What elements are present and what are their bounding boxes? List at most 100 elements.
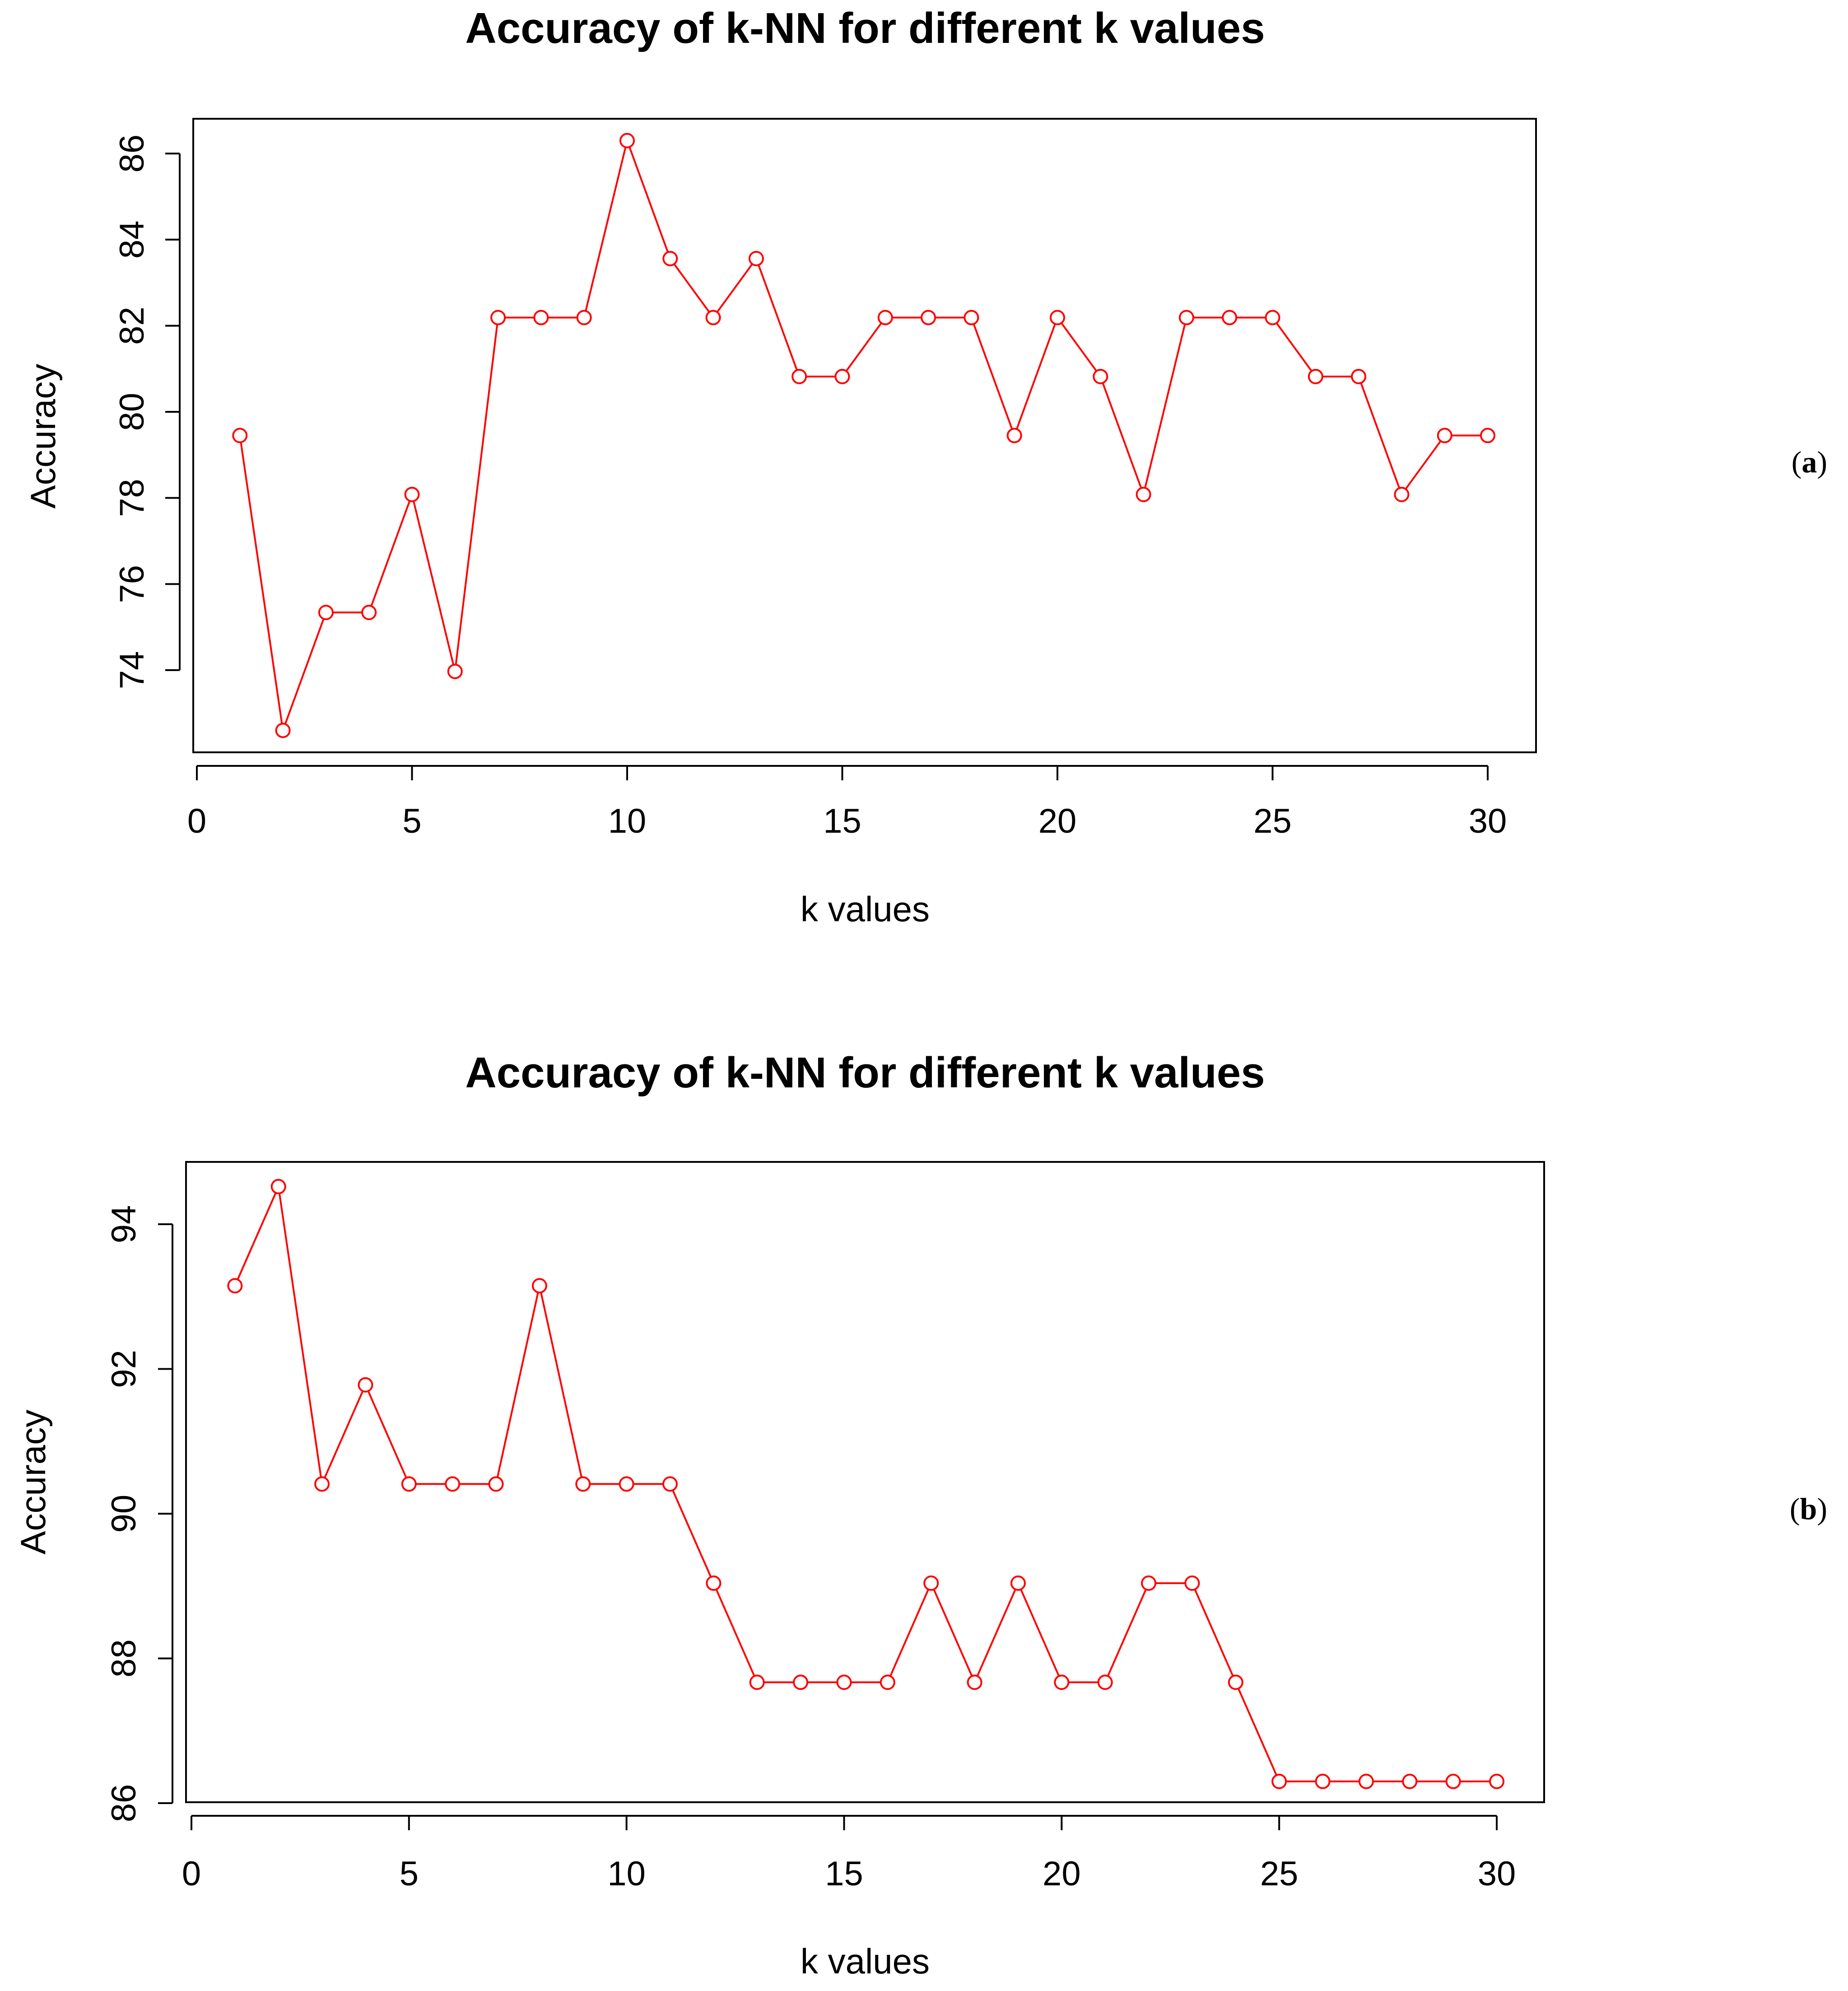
chart-a-y-axis: 74 76 78 80 82 84 86: [113, 135, 181, 690]
data-point: [880, 1674, 895, 1690]
data-point: [576, 310, 592, 326]
y-tick-label: 92: [105, 1350, 143, 1388]
data-point: [1136, 487, 1151, 503]
chart-a-x-label: k values: [801, 889, 930, 929]
data-point: [1358, 1773, 1374, 1789]
data-point: [964, 310, 979, 326]
y-tick-label: 88: [105, 1639, 143, 1678]
data-point: [1489, 1773, 1504, 1789]
series-line: [234, 1183, 1497, 1782]
data-point: [533, 310, 549, 326]
data-point: [275, 723, 291, 738]
data-point: [1394, 487, 1410, 503]
chart-a-series: [232, 133, 1495, 738]
chart-b-y-label: Accuracy: [13, 1410, 53, 1555]
data-point: [749, 1674, 765, 1690]
panel-label-a: (a): [1792, 445, 1827, 479]
x-tick-label: 15: [825, 1855, 863, 1893]
data-point: [445, 1476, 461, 1492]
data-point: [1480, 428, 1495, 443]
data-point: [1265, 310, 1280, 326]
x-tick-label: 15: [823, 802, 861, 840]
y-tick-label: 76: [113, 565, 151, 603]
data-point: [705, 310, 721, 326]
x-tick-label: 0: [187, 802, 206, 840]
x-tick-label: 25: [1260, 1855, 1299, 1893]
data-point: [706, 1575, 722, 1591]
data-point: [834, 368, 850, 384]
y-tick-label: 86: [113, 135, 151, 173]
x-tick-label: 10: [607, 1855, 646, 1893]
data-point: [662, 251, 678, 266]
y-tick-label: 86: [105, 1784, 143, 1823]
data-point: [619, 1476, 634, 1492]
data-point: [314, 1476, 330, 1492]
data-point: [1006, 428, 1022, 443]
data-point: [1050, 310, 1065, 326]
data-point: [1097, 1674, 1113, 1690]
data-point: [791, 368, 807, 384]
y-tick-label: 80: [113, 393, 151, 431]
data-point: [967, 1674, 982, 1690]
series-line: [239, 137, 1488, 731]
data-point: [793, 1674, 809, 1690]
data-point: [1093, 368, 1108, 384]
chart-b-x-axis: 0 5 10 15 20 25 30: [182, 1815, 1516, 1893]
data-point: [531, 1278, 547, 1294]
chart-b-title: Accuracy of k-NN for different k values: [465, 1049, 1265, 1097]
chart-b-y-axis: 86 88 90 92 94: [105, 1205, 173, 1823]
data-point: [227, 1278, 243, 1294]
x-tick-label: 10: [608, 802, 647, 840]
x-tick-label: 0: [182, 1855, 201, 1893]
chart-a-plot-box: [192, 118, 1537, 753]
x-tick-label: 20: [1043, 1855, 1081, 1893]
data-point: [748, 251, 764, 266]
chart-b-plot-box: [185, 1161, 1545, 1803]
data-point: [836, 1674, 852, 1690]
chart-a-y-label: Accuracy: [23, 364, 63, 509]
data-point: [232, 428, 248, 443]
data-point: [358, 1377, 373, 1393]
data-point: [401, 1476, 417, 1492]
chart-a-x-axis: 0 5 10 15 20 25 30: [187, 765, 1507, 840]
data-point: [270, 1179, 286, 1194]
x-tick-label: 5: [400, 1855, 419, 1893]
data-point: [575, 1476, 591, 1492]
data-point: [404, 487, 420, 503]
data-point: [488, 1476, 504, 1492]
chart-b-x-label: k values: [801, 1941, 930, 1981]
x-tick-label: 5: [402, 802, 421, 840]
data-point: [1228, 1674, 1243, 1690]
y-tick-label: 78: [113, 479, 151, 517]
y-tick-label: 90: [105, 1495, 143, 1533]
data-point: [921, 310, 936, 326]
data-point: [318, 605, 334, 620]
y-tick-label: 84: [113, 220, 151, 259]
data-point: [1184, 1575, 1200, 1591]
chart-b-series: [227, 1179, 1504, 1789]
x-tick-label: 25: [1253, 802, 1292, 840]
data-point: [1402, 1773, 1418, 1789]
data-point: [662, 1476, 678, 1492]
y-tick-label: 82: [113, 307, 151, 345]
data-point: [361, 605, 377, 620]
data-point: [923, 1575, 939, 1591]
x-tick-label: 20: [1038, 802, 1077, 840]
data-point: [1351, 368, 1367, 384]
data-point: [1437, 428, 1452, 443]
chart-a: Accuracy of k-NN for different k values …: [23, 4, 1537, 929]
chart-a-title: Accuracy of k-NN for different k values: [465, 4, 1265, 52]
data-point: [619, 133, 635, 149]
y-tick-label: 74: [113, 651, 151, 690]
data-point: [1010, 1575, 1026, 1591]
data-point: [1315, 1773, 1331, 1789]
data-point: [1054, 1674, 1070, 1690]
data-point: [490, 310, 506, 326]
chart-b: Accuracy of k-NN for different k values …: [13, 1049, 1545, 1981]
data-point: [1308, 368, 1323, 384]
data-point: [1271, 1773, 1287, 1789]
panel-label-b: (b): [1790, 1492, 1827, 1526]
data-point: [1222, 310, 1238, 326]
data-point: [1178, 310, 1194, 326]
